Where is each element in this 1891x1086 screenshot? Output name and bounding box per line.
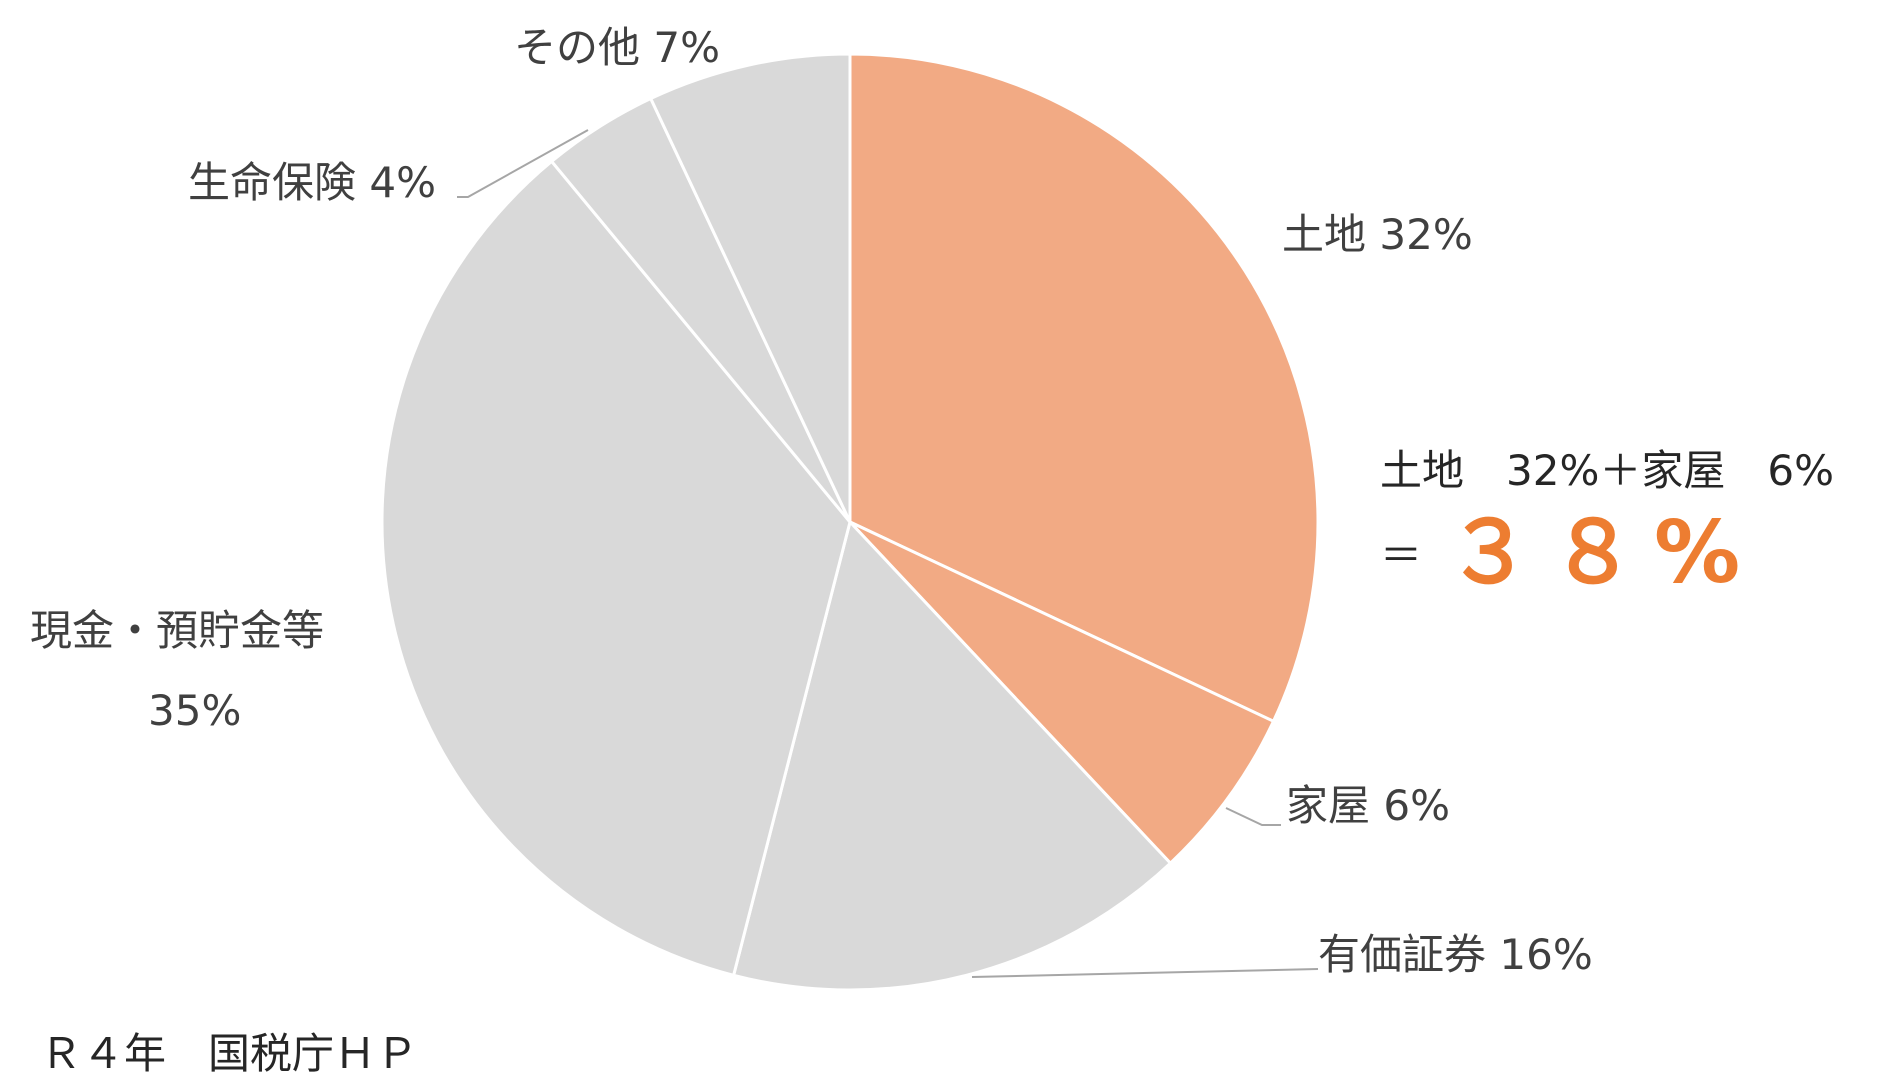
slice-label-cash-deposits: 現金・預貯金等 <box>30 606 324 655</box>
total-annotation: 土地 32%＋家屋 6% ＝ ３８% <box>1380 446 1834 603</box>
slice-value-cash-deposits: 35% <box>148 686 241 735</box>
annotation-total: ３８% <box>1446 503 1758 603</box>
annotation-formula: 土地 32%＋家屋 6% <box>1380 446 1834 495</box>
slice-label-other: その他 7% <box>514 23 720 72</box>
pie-slices <box>380 52 1320 992</box>
source-note: Ｒ４年 国税庁ＨＰ <box>40 1029 418 1078</box>
pie-slice-cash-deposits <box>380 159 852 977</box>
leader-line-house <box>1225 807 1281 826</box>
pie-slice-land <box>848 52 1320 723</box>
pie-slice-other <box>649 52 852 524</box>
slice-label-house: 家屋 6% <box>1286 781 1450 830</box>
slice-label-life-insurance: 生命保険 4% <box>188 158 436 207</box>
pie-slice-securities <box>732 520 1172 992</box>
slice-label-securities: 有価証券 16% <box>1318 930 1593 979</box>
pie-slice-house <box>848 520 1275 865</box>
leader-line-securities <box>971 968 1319 978</box>
slice-label-land: 土地 32% <box>1282 210 1473 259</box>
leader-lines <box>457 129 1319 978</box>
leader-line-life-insurance <box>457 129 589 198</box>
slice-labels: 土地 32% 家屋 6% 有価証券 16% 現金・預貯金等 35% 生命保険 4… <box>30 23 1593 979</box>
annotation-equals: ＝ <box>1380 531 1422 580</box>
